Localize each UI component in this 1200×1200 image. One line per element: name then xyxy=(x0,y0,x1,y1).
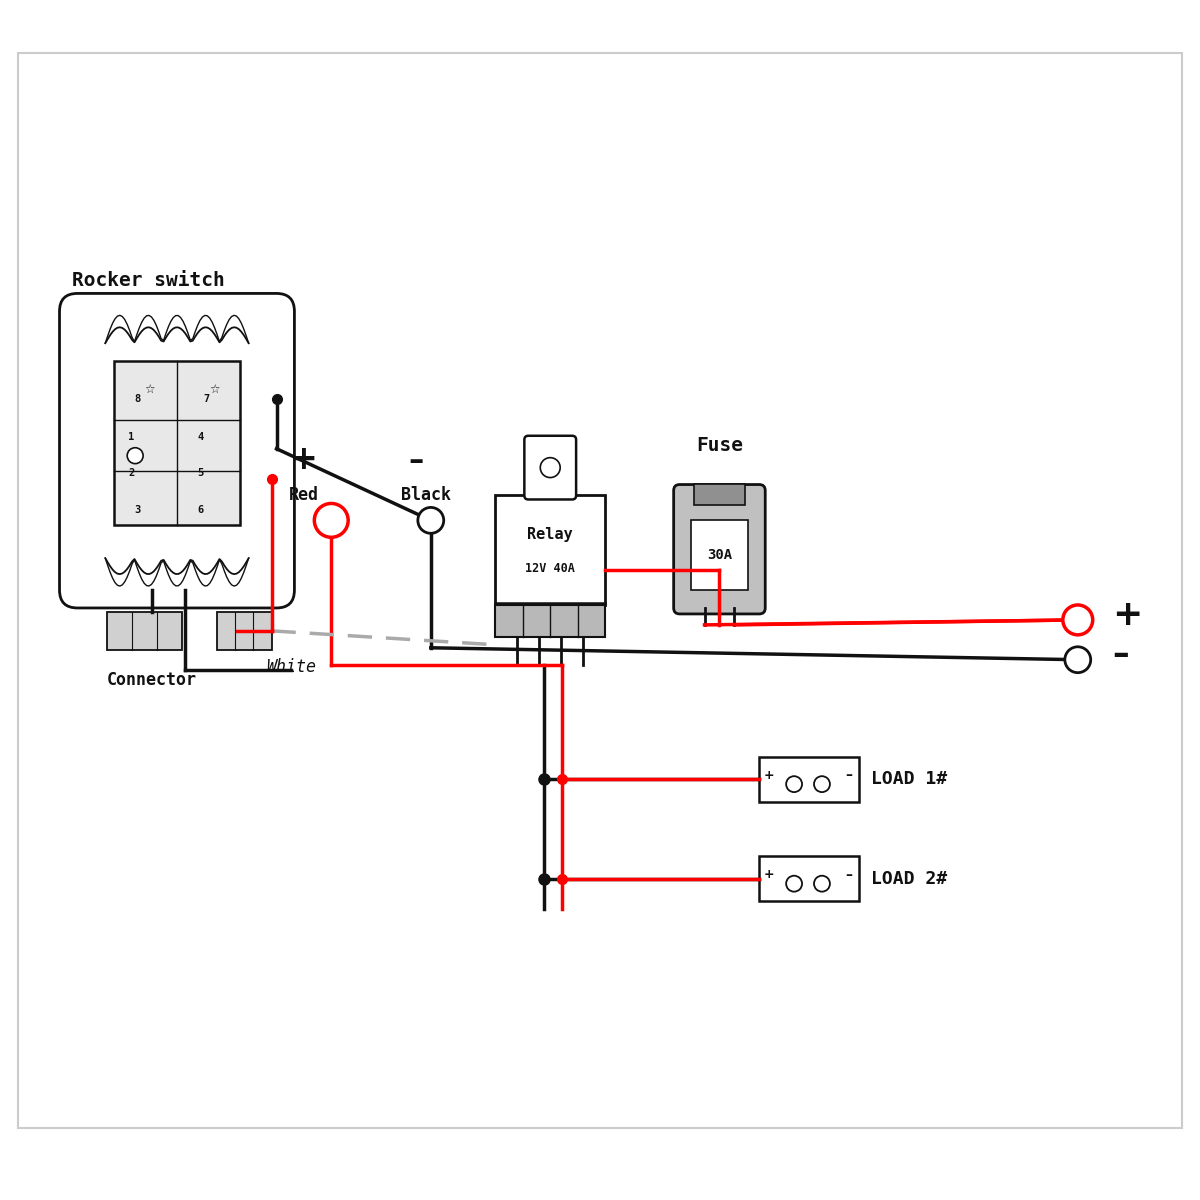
Circle shape xyxy=(540,457,560,478)
FancyBboxPatch shape xyxy=(673,485,766,614)
Text: +: + xyxy=(764,869,774,881)
Text: 1: 1 xyxy=(128,432,134,442)
Text: 4: 4 xyxy=(198,432,204,442)
Bar xyxy=(114,361,240,526)
Text: –: – xyxy=(408,445,424,475)
FancyBboxPatch shape xyxy=(18,53,1182,1128)
Text: +: + xyxy=(764,769,774,781)
Circle shape xyxy=(786,776,802,792)
Bar xyxy=(217,612,271,649)
Text: LOAD 2#: LOAD 2# xyxy=(871,870,947,888)
Text: 8: 8 xyxy=(134,394,140,404)
Bar xyxy=(496,605,605,637)
Text: 12V 40A: 12V 40A xyxy=(526,562,575,575)
Text: –: – xyxy=(1112,638,1129,671)
Circle shape xyxy=(314,504,348,538)
Text: Red: Red xyxy=(288,486,318,504)
Text: Connector: Connector xyxy=(107,671,197,689)
Circle shape xyxy=(1064,647,1091,673)
Bar xyxy=(760,857,859,901)
FancyBboxPatch shape xyxy=(524,436,576,499)
Text: Relay: Relay xyxy=(528,527,574,542)
Bar xyxy=(107,612,182,649)
FancyBboxPatch shape xyxy=(496,496,605,605)
Text: White: White xyxy=(266,658,317,676)
Text: 7: 7 xyxy=(204,394,210,404)
Text: 30A: 30A xyxy=(707,548,732,563)
Circle shape xyxy=(814,776,830,792)
Text: +: + xyxy=(289,443,317,475)
Text: ☆: ☆ xyxy=(144,383,155,396)
Text: ☆: ☆ xyxy=(210,383,220,396)
Circle shape xyxy=(786,876,802,892)
Text: Fuse: Fuse xyxy=(696,436,743,455)
Text: –: – xyxy=(845,868,852,882)
Text: 2: 2 xyxy=(128,468,134,478)
Text: LOAD 1#: LOAD 1# xyxy=(871,770,947,788)
Bar xyxy=(760,757,859,802)
Bar xyxy=(694,484,745,505)
Circle shape xyxy=(1063,605,1093,635)
Text: 3: 3 xyxy=(134,505,140,516)
Circle shape xyxy=(814,876,830,892)
Text: Rocker switch: Rocker switch xyxy=(72,271,226,290)
Text: 5: 5 xyxy=(198,468,204,478)
Circle shape xyxy=(127,448,143,463)
Text: –: – xyxy=(845,768,852,782)
Circle shape xyxy=(418,508,444,533)
FancyBboxPatch shape xyxy=(60,294,294,608)
Text: 6: 6 xyxy=(198,505,204,516)
Text: +: + xyxy=(1112,598,1142,632)
FancyBboxPatch shape xyxy=(690,521,749,590)
Text: Black: Black xyxy=(401,486,451,504)
